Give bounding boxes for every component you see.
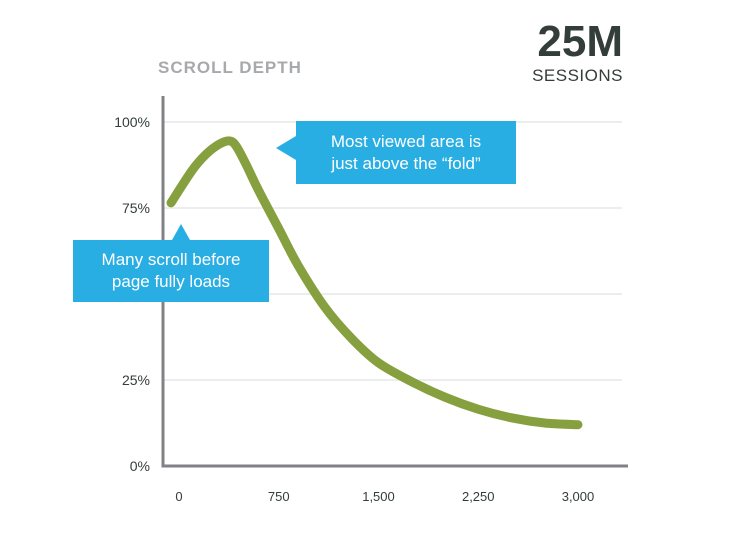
annotation-start-pointer — [172, 224, 190, 240]
annotation-peak-pointer — [276, 136, 296, 160]
y-tick-label: 100% — [114, 114, 150, 130]
sessions-count: 25M — [537, 17, 623, 66]
x-tick-label: 750 — [268, 489, 290, 504]
series-group — [166, 136, 583, 430]
annotation-peak: Most viewed area is just above the “fold… — [296, 121, 516, 184]
callout-pointers — [172, 136, 296, 240]
y-tick-label: 25% — [122, 372, 150, 388]
y-axis-label: SCROLL DEPTH — [158, 58, 302, 77]
annotation-start: Many scroll before page fully loads — [73, 240, 269, 302]
x-tick-label: 0 — [175, 489, 182, 504]
y-tick-label: 0% — [130, 458, 150, 474]
x-tick-label: 2,250 — [462, 489, 495, 504]
scroll-depth-line — [166, 136, 583, 430]
tick-labels: 0% 25% 75% 100% 0 750 1,500 2,250 3,000 — [114, 114, 594, 504]
y-tick-label: 75% — [122, 200, 150, 216]
sessions-label: SESSIONS — [532, 66, 623, 85]
x-tick-label: 1,500 — [362, 489, 395, 504]
x-tick-label: 3,000 — [562, 489, 595, 504]
